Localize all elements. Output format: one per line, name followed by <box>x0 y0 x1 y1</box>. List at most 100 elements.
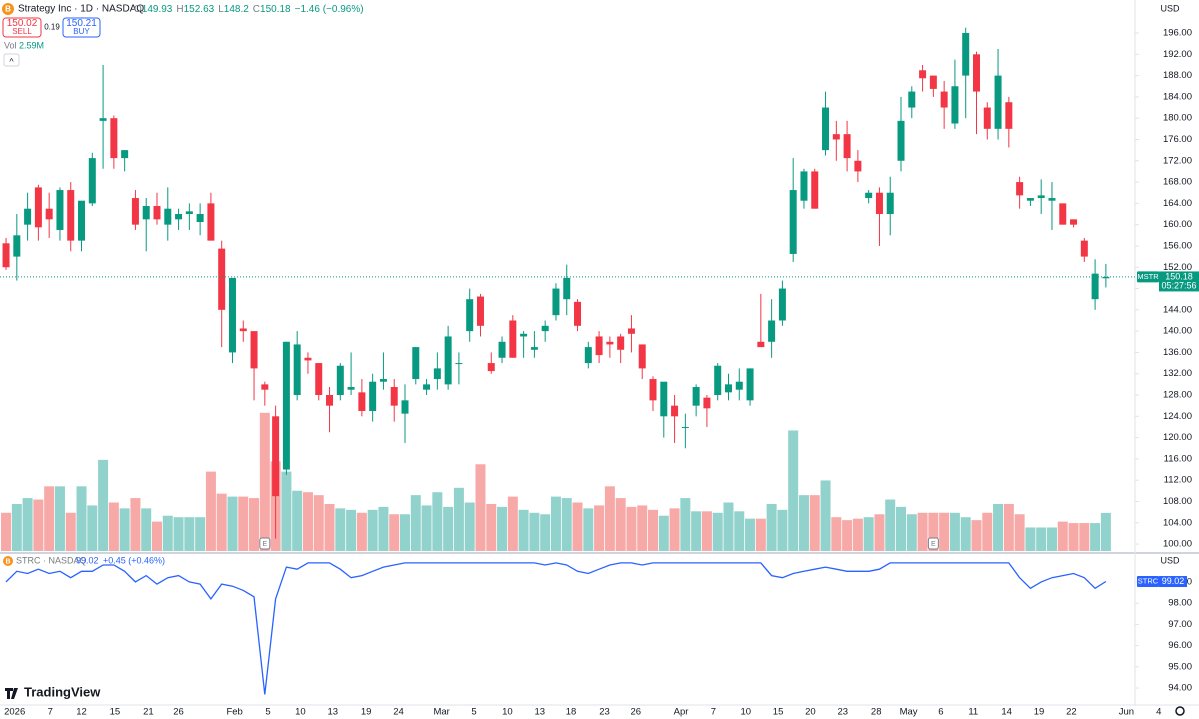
candle-body <box>250 331 258 369</box>
candle-body <box>110 118 118 159</box>
volume-bar <box>119 508 130 551</box>
volume-bar <box>1046 527 1057 551</box>
series-tag: STRC <box>1138 577 1159 586</box>
candle-body <box>175 214 183 220</box>
volume-bar <box>777 509 788 551</box>
volume-bar <box>637 505 648 551</box>
buy-price[interactable]: 150.21 <box>66 18 97 29</box>
candle-body <box>574 301 582 326</box>
volume-bar <box>594 505 605 551</box>
candle-body <box>207 203 215 241</box>
y-tick-label: 140.00 <box>1163 326 1192 337</box>
volume-bar <box>292 490 303 551</box>
candle-body <box>660 381 668 417</box>
x-tick-label: 20 <box>805 707 816 718</box>
volume-bar <box>658 515 669 551</box>
candle-body <box>131 198 139 225</box>
buy-button[interactable] <box>62 17 101 38</box>
sell-price[interactable]: 150.02 <box>7 18 38 29</box>
volume-bar <box>173 517 184 551</box>
volume-bar <box>680 498 691 551</box>
candle-body <box>552 288 560 316</box>
collapse-button[interactable] <box>3 53 20 67</box>
candle-body <box>584 347 592 364</box>
symbol-title[interactable]: Strategy Inc · 1D · NASDAQ <box>18 4 144 15</box>
volume-bar <box>1079 523 1090 551</box>
candle-body <box>379 379 387 382</box>
candle-body <box>121 150 129 159</box>
volume-bar <box>1057 521 1068 551</box>
candle-body <box>401 400 409 414</box>
volume-bar <box>184 517 195 551</box>
volume-bar <box>604 486 615 551</box>
volume-bar <box>378 506 389 551</box>
last-price-label: 150.18 <box>1165 271 1193 281</box>
settings-button[interactable] <box>1175 706 1185 716</box>
volume-bar <box>249 498 260 551</box>
volume-bar <box>572 502 583 551</box>
sell-label[interactable]: SELL <box>12 27 32 36</box>
x-tick-label: 10 <box>740 707 751 718</box>
earnings-label: E <box>262 541 267 548</box>
candle-body <box>476 296 484 326</box>
x-tick-label: 18 <box>566 707 577 718</box>
candle-body <box>293 344 301 396</box>
candle-body <box>768 320 776 342</box>
candle-body <box>595 336 603 356</box>
volume-bar <box>141 508 152 551</box>
candle-body <box>433 368 441 380</box>
candle-body <box>627 328 635 334</box>
pane2-change: +0.45 (+0.46%) <box>103 555 165 565</box>
volume-bar <box>195 517 206 551</box>
candle-body <box>563 277 571 300</box>
volume-bar <box>949 512 960 551</box>
buy-label[interactable]: BUY <box>73 27 90 36</box>
volume-bar <box>993 503 1004 551</box>
volume-bar <box>852 518 863 551</box>
candle-body <box>530 347 538 350</box>
volume-bar <box>302 492 313 551</box>
y-tick-label: 95.00 <box>1168 661 1192 672</box>
volume-bar <box>432 492 443 551</box>
x-tick-label: 12 <box>76 707 87 718</box>
volume-bar <box>281 471 292 551</box>
candle-body <box>886 192 894 215</box>
volume-bar <box>820 480 831 551</box>
volume-label: Vol <box>4 40 17 50</box>
series-last-label: 99.02 <box>1162 576 1185 586</box>
ohlc-value: 148.2 <box>224 4 249 15</box>
candle-body <box>487 363 495 372</box>
candle-body <box>649 379 657 401</box>
candle-body <box>315 363 323 396</box>
candle-body <box>444 336 452 385</box>
candle-body <box>854 160 862 172</box>
x-tick-label: 15 <box>110 707 121 718</box>
candle-body <box>67 190 75 241</box>
candle-body <box>908 91 916 108</box>
sell-button[interactable] <box>2 17 42 38</box>
volume-bar <box>971 520 982 551</box>
x-tick-label: 7 <box>48 707 53 718</box>
candle-body <box>228 277 236 353</box>
collapse-icon[interactable]: ^ <box>9 56 14 66</box>
x-tick-label: 15 <box>773 707 784 718</box>
pane2-currency[interactable]: USD <box>1160 555 1180 565</box>
candle-body <box>800 171 808 201</box>
y-tick-label: 196.00 <box>1163 28 1192 39</box>
y-tick-label: 172.00 <box>1163 155 1192 166</box>
volume-bar <box>960 517 971 551</box>
volume-bar <box>939 512 950 551</box>
currency-button[interactable]: USD <box>1160 3 1180 13</box>
candle-body <box>498 341 506 358</box>
candle-body <box>412 347 420 380</box>
volume-bar <box>11 503 22 551</box>
x-tick-label: 7 <box>711 707 716 718</box>
x-tick-label: 28 <box>871 707 882 718</box>
y-tick-label: 164.00 <box>1163 198 1192 209</box>
candle-body <box>282 341 290 470</box>
y-tick-label: 144.00 <box>1163 304 1192 315</box>
ohlc-letter: O <box>134 4 142 15</box>
volume-bar <box>896 506 907 551</box>
x-tick-label: 22 <box>1066 707 1077 718</box>
